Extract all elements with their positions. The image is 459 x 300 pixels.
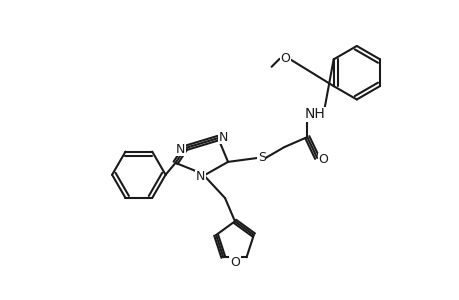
- Text: N: N: [218, 130, 227, 144]
- Text: N: N: [195, 170, 205, 183]
- Text: O: O: [280, 52, 290, 65]
- Text: O: O: [318, 153, 327, 167]
- Text: N: N: [175, 142, 185, 155]
- Text: O: O: [230, 256, 240, 268]
- Text: NH: NH: [304, 107, 325, 121]
- Text: S: S: [257, 152, 265, 164]
